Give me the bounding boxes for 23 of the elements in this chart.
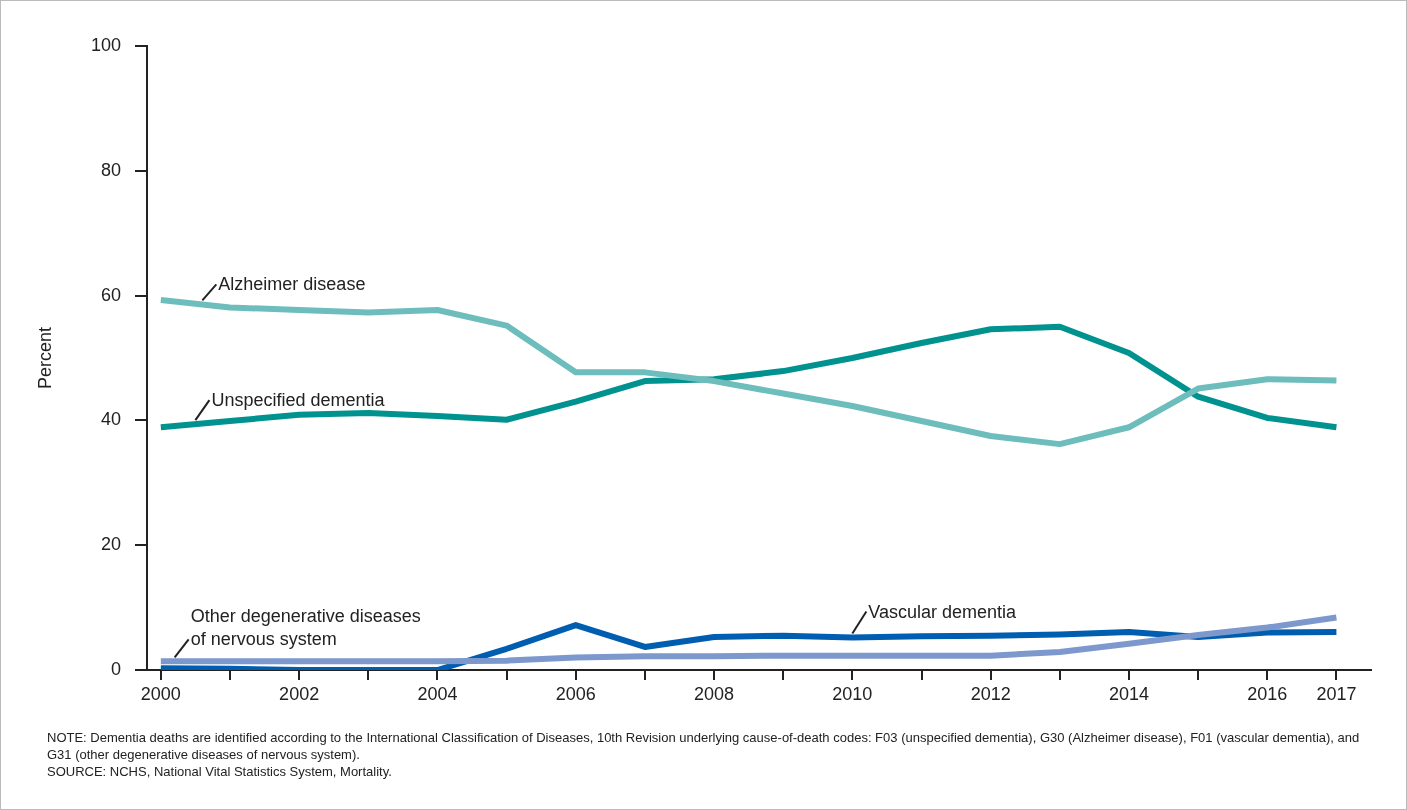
x-tick-label: 2017 [1316, 683, 1357, 704]
y-tick-label: 40 [100, 409, 121, 430]
x-tick-label: 2014 [1108, 683, 1149, 704]
y-tick-label: 100 [90, 34, 121, 55]
x-tick-label: 2012 [970, 683, 1011, 704]
y-tick-label: 0 [110, 658, 121, 679]
y-tick-label: 60 [100, 284, 121, 305]
x-tick-label: 2008 [694, 683, 735, 704]
series-label: Unspecified dementia [211, 390, 386, 411]
x-tick-label: 2016 [1247, 683, 1288, 704]
x-tick-label: 2004 [417, 683, 458, 704]
series-label: Other degenerative diseases of nervous system [190, 606, 421, 650]
source-note: SOURCE: NCHS, National Vital Statistics System, Mortality. [47, 763, 393, 780]
x-tick-label: 2000 [140, 683, 181, 704]
text: NOTE: Dementia deaths are identified according to the International Classification of Diseases, 10th Revision underlying cause-of-death codes: F03 (unspecified dementia), G30 (Alzheimer disease), F01 (vascular dementia), and G31 (other degenerative diseases of nervous system). [47, 729, 1361, 763]
series-label: Vascular dementia [868, 601, 1018, 622]
y-tick-label: 80 [100, 159, 121, 180]
x-tick-label: 2010 [832, 683, 873, 704]
x-tick-label: 2006 [555, 683, 596, 704]
x-tick-label: 2002 [279, 683, 320, 704]
y-tick-label: 20 [100, 534, 121, 555]
series-label: Alzheimer disease [218, 274, 366, 295]
y-axis-title: Percent [34, 326, 55, 390]
